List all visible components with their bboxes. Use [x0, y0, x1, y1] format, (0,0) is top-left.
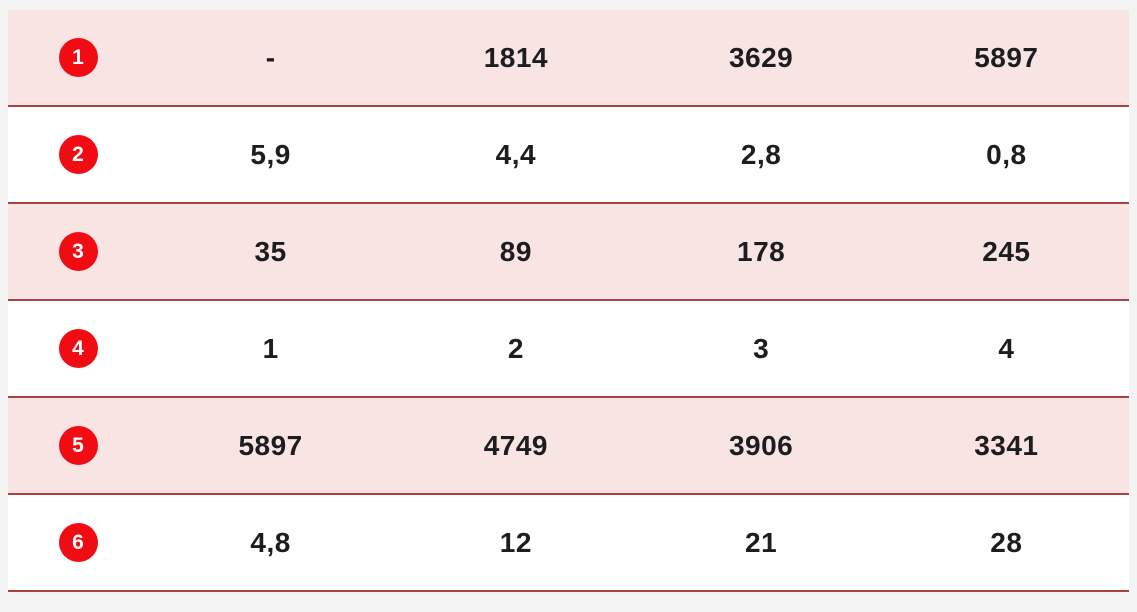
table-row: 6 4,8 12 21 28	[8, 495, 1129, 592]
badge-cell: 3	[8, 232, 148, 271]
row-number-badge: 6	[58, 523, 98, 562]
table-cell: 4,4	[495, 138, 537, 170]
table-cell: 5897	[974, 41, 1039, 73]
table-cell: 3	[753, 332, 770, 364]
table-row: 1 - 1814 3629 5897	[8, 10, 1129, 107]
table-cell: 89	[499, 235, 532, 267]
row-number-badge: 4	[58, 329, 98, 368]
table-cell: 28	[990, 526, 1023, 558]
table-cell: 3629	[728, 41, 794, 73]
table-cell: 35	[254, 235, 287, 267]
row-number-badge: 2	[58, 135, 98, 174]
table-row: 3 35 89 178 245	[8, 204, 1129, 301]
table-row: 2 5,9 4,4 2,8 0,8	[8, 107, 1129, 204]
table-cell: 2,8	[740, 138, 782, 170]
table-cell: 2	[507, 332, 524, 364]
table-cell: 5897	[238, 429, 303, 461]
badge-cell: 5	[8, 426, 148, 465]
table-cell: 3341	[974, 429, 1039, 461]
table-cell: 178	[737, 235, 786, 267]
table-cell: 4,8	[250, 526, 291, 558]
table-cell: 4749	[483, 429, 549, 461]
table-cell: 1814	[483, 41, 549, 73]
table-cell: 12	[499, 526, 532, 558]
row-number-badge: 3	[58, 232, 98, 271]
badge-cell: 6	[8, 523, 148, 562]
table-row: 5 5897 4749 3906 3341	[8, 398, 1129, 495]
badge-cell: 1	[8, 38, 148, 77]
row-number-badge: 1	[58, 38, 98, 77]
badge-cell: 2	[8, 135, 148, 174]
table-cell: 4	[998, 332, 1015, 364]
table-row: 4 1 2 3 4	[8, 301, 1129, 398]
table-cell: 21	[745, 526, 778, 558]
table-cell: 5,9	[250, 138, 291, 170]
table-cell: -	[265, 41, 276, 73]
data-table: 1 - 1814 3629 5897 2 5,9 4,4 2,8 0,8 3 3…	[8, 10, 1129, 592]
badge-cell: 4	[8, 329, 148, 368]
table-cell: 3906	[728, 429, 794, 461]
table-cell: 245	[982, 235, 1031, 267]
table-cell: 0,8	[986, 138, 1027, 170]
table-cell: 1	[262, 332, 279, 364]
row-number-badge: 5	[58, 426, 98, 465]
